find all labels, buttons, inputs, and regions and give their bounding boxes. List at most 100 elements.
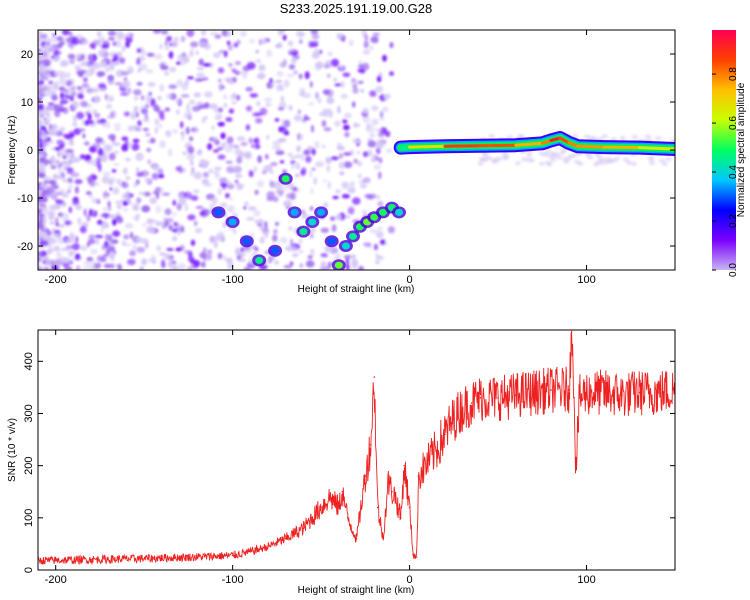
noise-blob: [247, 206, 257, 211]
noise-blob: [195, 206, 204, 209]
noise-blob: [351, 101, 356, 108]
noise-blob: [221, 30, 228, 37]
noise-blob: [313, 177, 318, 185]
noise-blob: [101, 176, 109, 184]
snr-point: [412, 553, 414, 556]
noise-blob: [107, 176, 116, 184]
noise-blob: [209, 198, 219, 202]
noise-blob: [271, 146, 277, 150]
noise-blob: [272, 234, 278, 242]
noise-blob: [76, 265, 81, 270]
noise-blob: [317, 97, 322, 104]
noise-blob: [52, 83, 58, 89]
noise-blob: [119, 57, 126, 64]
noise-blob: [334, 83, 343, 87]
noise-blob: [50, 73, 57, 78]
noise-blob: [319, 49, 323, 55]
noise-blob: [113, 187, 119, 193]
noise-blob: [96, 255, 104, 262]
snr-point: [355, 537, 358, 540]
noise-blob: [283, 265, 293, 269]
noise-blob: [187, 146, 195, 154]
noise-blob: [63, 237, 67, 244]
y-tick-label: 100: [23, 509, 35, 527]
noise-blob: [116, 203, 123, 210]
noise-blob: [39, 184, 48, 189]
noise-blob: [239, 31, 248, 37]
noise-blob: [227, 44, 233, 51]
noise-blob: [380, 239, 386, 246]
colorbar-tick-label: 0.2: [728, 214, 739, 228]
noise-blob: [94, 234, 104, 239]
noise-blob: [69, 96, 73, 101]
noise-blob: [288, 64, 296, 70]
noise-blob: [199, 251, 207, 259]
noise-blob: [226, 183, 235, 190]
noise-blob: [62, 133, 70, 139]
noise-blob: [114, 126, 121, 132]
noise-blob: [299, 87, 306, 94]
noise-blob: [301, 212, 308, 220]
noise-blob: [303, 114, 308, 118]
noise-blob: [171, 39, 179, 48]
noise-blob: [268, 255, 273, 264]
noise-blob: [102, 122, 107, 128]
noise-blob: [270, 170, 274, 174]
noise-blob: [149, 197, 157, 205]
noise-blob: [114, 263, 118, 267]
noise-blob: [103, 144, 113, 152]
snr-point: [267, 545, 269, 548]
noise-blob: [155, 221, 164, 227]
noise-blob: [363, 49, 370, 55]
noise-blob: [263, 97, 273, 102]
noise-blob: [93, 95, 101, 104]
noise-blob: [284, 130, 290, 136]
noise-blob: [168, 224, 174, 231]
noise-blob: [270, 162, 278, 167]
noise-blob: [118, 33, 126, 38]
noise-blob: [159, 140, 167, 149]
snr-point: [329, 496, 331, 498]
noise-blob: [255, 49, 259, 54]
noise-blob: [108, 234, 113, 242]
snr-point: [320, 506, 322, 509]
noise-blob: [219, 202, 228, 208]
scatter-blob-core: [228, 218, 237, 226]
noise-blob: [86, 256, 94, 262]
noise-blob: [122, 207, 129, 212]
noise-blob: [106, 94, 114, 103]
noise-blob: [72, 100, 79, 109]
noise-blob: [161, 259, 166, 267]
noise-blob: [38, 142, 43, 148]
noise-blob: [269, 78, 273, 83]
noise-blob: [83, 208, 87, 217]
noise-blob: [231, 100, 237, 105]
spectrogram-marks: [38, 30, 675, 270]
noise-blob: [234, 61, 241, 66]
noise-blob: [287, 226, 293, 231]
noise-blob: [305, 155, 312, 163]
snr-point: [515, 394, 517, 397]
noise-blob: [102, 60, 107, 69]
noise-blob: [293, 114, 303, 122]
x-tick-label: -200: [45, 274, 67, 286]
noise-blob: [38, 73, 41, 82]
noise-blob: [236, 136, 246, 142]
noise-blob: [127, 258, 136, 266]
noise-blob: [613, 156, 620, 161]
noise-blob: [65, 237, 75, 244]
noise-blob: [158, 123, 163, 128]
noise-blob: [101, 244, 109, 249]
noise-blob: [294, 154, 302, 159]
noise-blob: [352, 197, 361, 205]
noise-blob: [82, 133, 86, 139]
noise-blob: [39, 111, 43, 117]
noise-blob: [200, 30, 207, 36]
noise-blob: [340, 93, 348, 99]
noise-blob: [201, 178, 210, 185]
noise-blob: [186, 76, 194, 80]
noise-blob: [136, 57, 141, 66]
noise-blob: [164, 107, 171, 112]
noise-blob: [108, 37, 115, 41]
x-tick-label: 100: [577, 274, 595, 286]
